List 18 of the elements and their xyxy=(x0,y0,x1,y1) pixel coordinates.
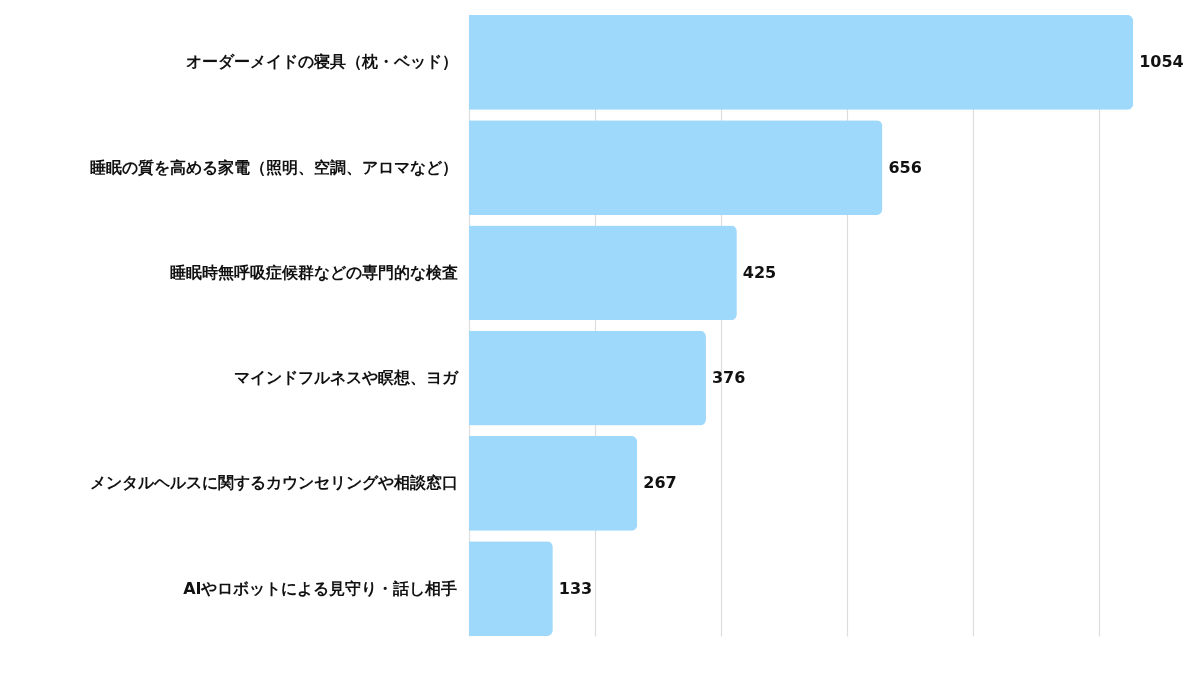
bar xyxy=(469,330,706,426)
data-label: 425 xyxy=(742,262,777,282)
y-tick-label: AIやロボットによる見守り・話し相手 xyxy=(183,578,458,598)
y-tick-label: メンタルヘルスに関するカウンセリングや相談窓口 xyxy=(89,473,458,493)
bar xyxy=(469,225,737,321)
y-tick-label: マインドフルネスや瞑想、ヨガ xyxy=(233,368,459,388)
data-label: 376 xyxy=(711,368,746,388)
y-tick-label: 睡眠時無呼吸症候群などの専門的な検査 xyxy=(169,262,458,282)
y-tick-label: オーダーメイドの寝具（枕・ベッド） xyxy=(185,52,458,72)
data-label: 656 xyxy=(888,157,922,177)
bar xyxy=(469,15,1134,110)
data-label: 267 xyxy=(643,473,677,493)
y-tick-label: 睡眠の質を高める家電（照明、空調、アロマなど） xyxy=(89,157,458,177)
bar xyxy=(469,541,553,636)
data-label: 1054 xyxy=(1139,52,1184,72)
bar xyxy=(469,436,638,531)
bar xyxy=(469,120,883,215)
data-label: 133 xyxy=(558,578,593,598)
